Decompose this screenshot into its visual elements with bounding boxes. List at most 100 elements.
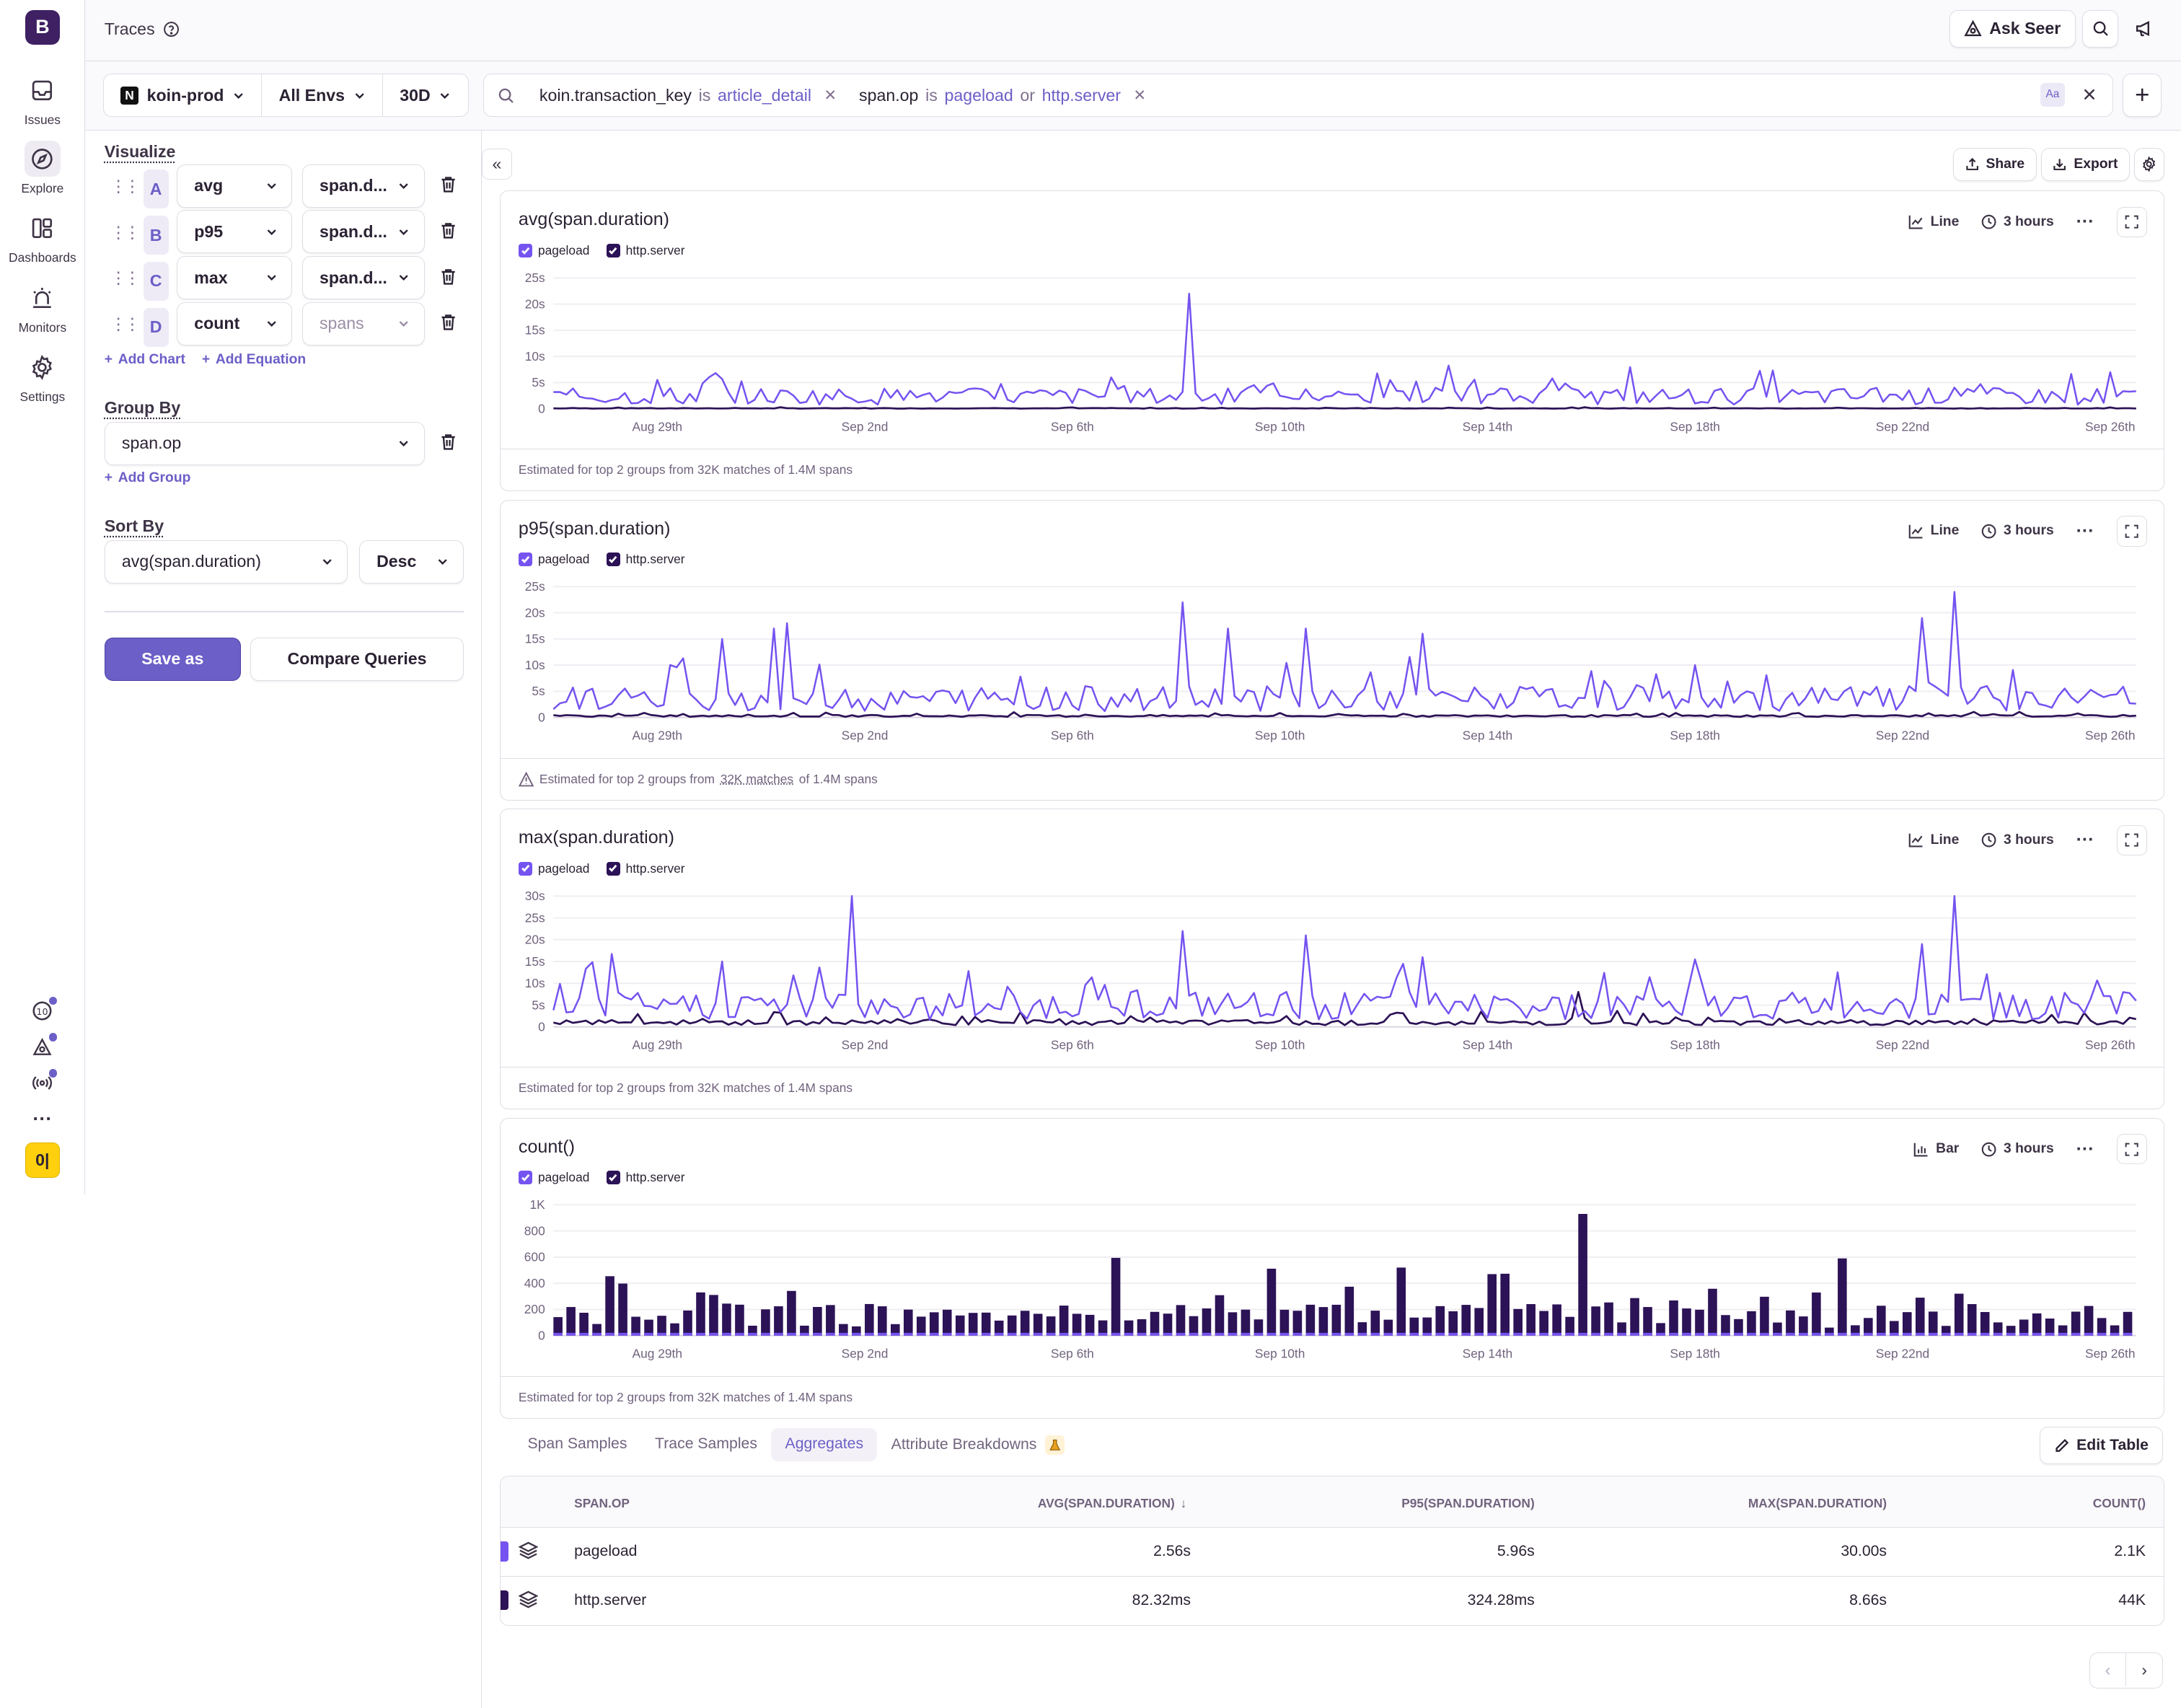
- user-badge[interactable]: 0|: [25, 1143, 60, 1178]
- date-range-selector[interactable]: 30D: [383, 74, 468, 116]
- table-row[interactable]: pageload 2.56s 5.96s 30.00s 2.1K: [500, 1528, 2164, 1577]
- legend-label: pageload: [537, 860, 590, 876]
- legend-item[interactable]: pageload: [518, 243, 589, 258]
- column-header-span-op[interactable]: SPAN.OP: [574, 1495, 630, 1510]
- tab-aggregates[interactable]: Aggregates: [771, 1428, 878, 1462]
- group-by-dropdown[interactable]: span.op: [104, 421, 425, 465]
- interval-button[interactable]: 3 hours: [1981, 832, 2054, 848]
- tab-trace-samples[interactable]: Trace Samples: [655, 1435, 757, 1452]
- trash-icon[interactable]: [440, 313, 457, 331]
- legend-item[interactable]: pageload: [518, 860, 590, 876]
- chart-actions: Line 3 hours ···: [1908, 206, 2147, 238]
- chart-type-button[interactable]: Bar: [1913, 1141, 1959, 1157]
- function-dropdown[interactable]: count: [177, 301, 293, 345]
- chart-more-button[interactable]: ···: [2076, 1138, 2094, 1159]
- field-dropdown[interactable]: span.d...: [301, 164, 425, 208]
- global-search-button[interactable]: [2082, 9, 2119, 48]
- trash-icon[interactable]: [440, 221, 457, 239]
- function-dropdown[interactable]: avg: [177, 164, 293, 208]
- expand-chart-button[interactable]: [2116, 206, 2147, 238]
- case-sensitive-toggle[interactable]: Aa: [2040, 82, 2066, 107]
- chart-type-button[interactable]: Line: [1908, 214, 1959, 230]
- drag-handle-icon[interactable]: ⋮⋮: [110, 314, 140, 334]
- chart-type-button[interactable]: Line: [1908, 832, 1959, 848]
- legend-item[interactable]: pageload: [518, 552, 590, 567]
- table-row[interactable]: http.server 82.32ms 324.28ms 8.66s 44K: [500, 1577, 2164, 1625]
- announcements-button[interactable]: [2125, 10, 2162, 48]
- remove-token-icon[interactable]: ✕: [1133, 87, 1147, 104]
- next-page-button[interactable]: ›: [2126, 1653, 2162, 1686]
- trash-icon[interactable]: [440, 268, 457, 286]
- collapse-sidebar-button[interactable]: «: [481, 149, 513, 180]
- share-button[interactable]: Share: [1953, 147, 2037, 181]
- tab-attribute-breakdowns[interactable]: Attribute Breakdowns: [877, 1428, 1078, 1461]
- sidebar-item-dashboards[interactable]: Dashboards: [0, 210, 85, 265]
- compare-queries-button[interactable]: Compare Queries: [250, 637, 464, 681]
- add-query-button[interactable]: +: [2123, 74, 2162, 118]
- bar: [1798, 1316, 1808, 1336]
- drag-handle-icon[interactable]: ⋮⋮: [110, 268, 140, 288]
- interval-button[interactable]: 3 hours: [1981, 1141, 2054, 1157]
- add-group-button[interactable]: + Add Group: [104, 470, 191, 486]
- legend-item[interactable]: http.server: [606, 1170, 685, 1185]
- more-icon[interactable]: ···: [32, 1108, 53, 1130]
- legend-item[interactable]: http.server: [606, 243, 685, 258]
- column-header-max[interactable]: MAX(SPAN.DURATION): [1748, 1495, 1887, 1510]
- legend-item[interactable]: http.server: [606, 552, 685, 567]
- remove-token-icon[interactable]: ✕: [824, 87, 837, 104]
- trash-icon[interactable]: [440, 175, 457, 193]
- ask-seer-button[interactable]: Ask Seer: [1949, 9, 2076, 48]
- tab-span-samples[interactable]: Span Samples: [527, 1435, 627, 1452]
- add-equation-button[interactable]: + Add Equation: [201, 352, 307, 368]
- footer-link[interactable]: 32K matches: [720, 771, 794, 786]
- legend-item[interactable]: pageload: [518, 1170, 589, 1185]
- settings-button[interactable]: [2133, 147, 2165, 181]
- drag-handle-icon[interactable]: ⋮⋮: [110, 222, 140, 242]
- sidebar-item-explore[interactable]: Explore: [0, 140, 85, 196]
- prev-page-button[interactable]: ‹: [2090, 1652, 2127, 1687]
- broadcast-icon[interactable]: [25, 1068, 60, 1098]
- interval-button[interactable]: 3 hours: [1981, 523, 2054, 539]
- legend-label: pageload: [537, 552, 590, 567]
- sort-field-dropdown[interactable]: avg(span.duration): [104, 540, 348, 584]
- chart-more-button[interactable]: ···: [2076, 520, 2094, 541]
- project-selector[interactable]: N koin-prod: [104, 74, 263, 117]
- chart-more-button[interactable]: ···: [2076, 829, 2094, 850]
- chart-more-button[interactable]: ···: [2076, 211, 2094, 232]
- chevron-down-icon: [267, 321, 276, 327]
- interval-button[interactable]: 3 hours: [1981, 214, 2054, 230]
- function-dropdown[interactable]: p95: [177, 210, 293, 254]
- bar: [1241, 1309, 1251, 1336]
- expand-chart-button[interactable]: [2116, 824, 2147, 855]
- function-dropdown[interactable]: max: [177, 256, 293, 299]
- expand-chart-button[interactable]: [2116, 1133, 2147, 1165]
- search-query-builder[interactable]: koin.transaction_key is article_detail ✕…: [483, 74, 2113, 118]
- clear-search-icon[interactable]: ✕: [2081, 84, 2097, 105]
- field-dropdown[interactable]: span.d...: [301, 210, 425, 254]
- drag-handle-icon[interactable]: ⋮⋮: [110, 177, 140, 196]
- save-as-button[interactable]: Save as: [104, 637, 241, 681]
- column-header-p95[interactable]: P95(SPAN.DURATION): [1401, 1495, 1535, 1510]
- edit-table-button[interactable]: Edit Table: [2039, 1427, 2164, 1465]
- sort-order-dropdown[interactable]: Desc: [358, 540, 464, 584]
- help-icon[interactable]: [163, 21, 180, 38]
- chart-type-button[interactable]: Line: [1908, 523, 1959, 539]
- environment-selector[interactable]: All Envs: [262, 74, 384, 117]
- filter-token[interactable]: span.op is pageload or http.server ✕: [859, 85, 1147, 105]
- export-button[interactable]: Export: [2041, 147, 2130, 181]
- trash-icon[interactable]: [440, 433, 457, 451]
- add-chart-button[interactable]: + Add Chart: [104, 352, 185, 368]
- column-header-count[interactable]: COUNT(): [2092, 1495, 2146, 1510]
- seer-icon[interactable]: [25, 1031, 60, 1062]
- sidebar-item-monitors[interactable]: Monitors: [0, 280, 85, 335]
- sidebar-item-issues[interactable]: Issues: [0, 72, 85, 128]
- legend-item[interactable]: http.server: [606, 861, 685, 876]
- sidebar-item-settings[interactable]: Settings: [0, 349, 85, 405]
- bar: [1422, 1317, 1432, 1336]
- onboarding-icon[interactable]: 10: [25, 995, 60, 1026]
- column-header-avg[interactable]: AVG(SPAN.DURATION) ↓: [1037, 1495, 1187, 1510]
- field-dropdown[interactable]: span.d...: [301, 256, 425, 299]
- org-logo[interactable]: B: [25, 9, 60, 45]
- filter-token[interactable]: koin.transaction_key is article_detail ✕: [539, 85, 837, 105]
- expand-chart-button[interactable]: [2116, 516, 2147, 547]
